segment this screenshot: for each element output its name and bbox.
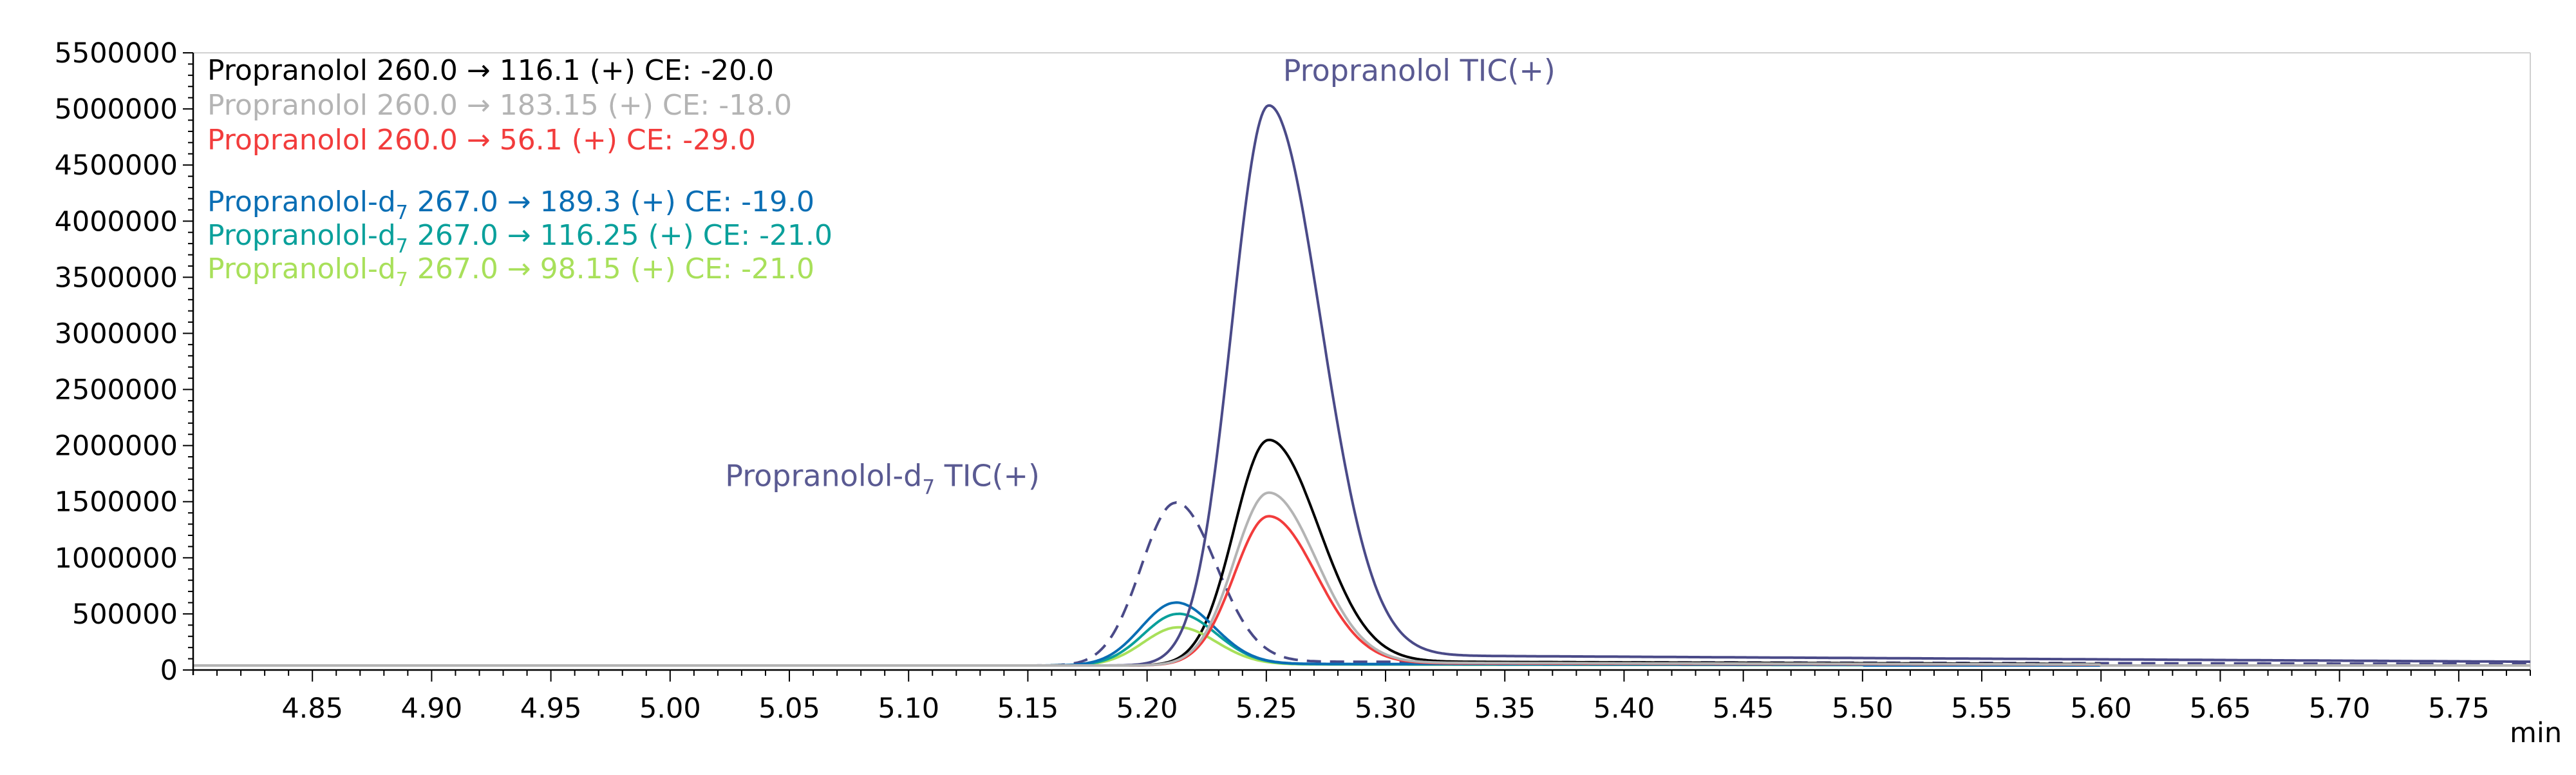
x-tick-label: 5.40	[1594, 693, 1655, 725]
x-tick-label: 5.10	[878, 693, 939, 725]
y-axis: 0 500000 1000000 1500000 2000000 2500000 30000…	[54, 37, 194, 687]
x-axis: 4.85 4.90 4.95 5.00 5.05 5.10 5.15 5.20 5.25 5.30…	[193, 669, 2531, 725]
y-tick-label: 5000000	[54, 93, 178, 126]
x-tick-label: 5.60	[2070, 693, 2132, 725]
x-tick-label: 5.55	[1951, 693, 2013, 725]
x-tick-label: 5.35	[1474, 693, 1536, 725]
y-tick-label: 1500000	[54, 486, 178, 519]
series-line	[193, 601, 2530, 667]
x-tick-label: 5.30	[1355, 693, 1416, 725]
x-tick-label: 5.45	[1713, 693, 1774, 725]
y-tick-label: 3500000	[54, 262, 178, 294]
x-tick-label: 5.50	[1832, 693, 1894, 725]
tic-annotation: Propranolol TIC(+)	[1283, 53, 1556, 88]
y-tick-label: 2500000	[54, 374, 178, 407]
y-tick-label: 0	[160, 655, 178, 687]
x-tick-label: 4.95	[520, 693, 582, 725]
x-tick-label: 4.85	[281, 693, 343, 725]
legend-entry: Propranolol-d7 267.0 → 189.3 (+) CE: -19…	[207, 186, 814, 224]
legend-entry: Propranolol 260.0 → 183.15 (+) CE: -18.0	[207, 89, 792, 122]
x-tick-label: 5.20	[1116, 693, 1178, 725]
legend-entry: Propranolol 260.0 → 56.1 (+) CE: -29.0	[207, 124, 756, 157]
series-line	[193, 491, 2530, 667]
legend-entry: Propranolol-d7 267.0 → 116.25 (+) CE: -2…	[207, 219, 832, 258]
x-tick-label: 5.70	[2309, 693, 2371, 725]
x-tick-label: 4.90	[401, 693, 463, 725]
x-tick-label: 5.65	[2190, 693, 2252, 725]
series-layer	[193, 104, 2531, 667]
tic-d7-annotation: Propranolol-d7 TIC(+)	[725, 458, 1040, 499]
y-tick-label: 500000	[72, 598, 178, 631]
legend: Propranolol 260.0 → 116.1 (+) CE: -20.0P…	[207, 54, 832, 291]
y-tick-label: 4000000	[54, 206, 178, 238]
x-tick-label: 5.05	[758, 693, 820, 725]
x-tick-label: 5.75	[2428, 693, 2490, 725]
x-tick-label: 5.00	[639, 693, 701, 725]
peak-annotations: Propranolol TIC(+) Propranolol-d7 TIC(+)	[725, 53, 1556, 499]
y-tick-label: 4500000	[54, 149, 178, 182]
series-line	[193, 501, 2530, 667]
y-tick-label: 5500000	[54, 37, 178, 70]
y-tick-label: 2000000	[54, 430, 178, 463]
series-line	[193, 438, 2530, 667]
x-axis-label: min	[2510, 717, 2562, 749]
x-tick-label: 5.15	[997, 693, 1059, 725]
y-tick-label: 1000000	[54, 542, 178, 575]
legend-entry: Propranolol-d7 267.0 → 98.15 (+) CE: -21…	[207, 253, 814, 291]
plot-frame	[193, 52, 2531, 670]
y-tick-label: 3000000	[54, 318, 178, 350]
x-tick-label: 5.25	[1236, 693, 1297, 725]
legend-entry: Propranolol 260.0 → 116.1 (+) CE: -20.0	[207, 54, 774, 87]
